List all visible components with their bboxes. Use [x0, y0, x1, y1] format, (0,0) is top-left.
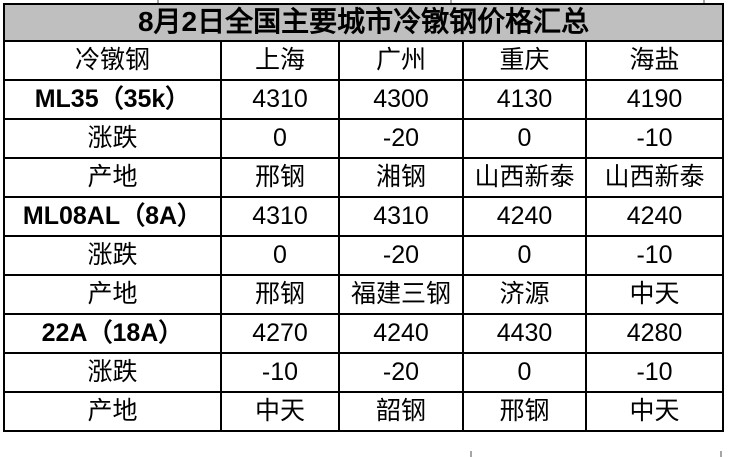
header-product-column: 冷镦钢 — [3, 40, 222, 81]
table-row-ml35-price: ML35（35k） 4310 4300 4130 4190 — [3, 79, 725, 120]
price-cell: 4240 — [584, 196, 725, 237]
price-cell: 4190 — [584, 79, 725, 120]
row-label-cell: 22A（18A） — [3, 313, 222, 354]
price-cell: 4240 — [338, 313, 464, 354]
change-cell: 0 — [220, 118, 340, 159]
gridline-sliver — [450, 0, 452, 3]
table-title: 8月2日全国主要城市冷镦钢价格汇总 — [2, 3, 725, 42]
change-cell: -10 — [584, 352, 725, 393]
row-label-cell: 涨跌 — [3, 118, 222, 159]
change-cell: 0 — [462, 118, 587, 159]
gridline-sliver — [470, 451, 472, 457]
origin-cell: 中天 — [584, 391, 725, 432]
table-row-22a-change: 涨跌 -10 -20 0 -10 — [3, 352, 725, 393]
change-cell: -20 — [338, 235, 464, 276]
header-city-guangzhou: 广州 — [338, 40, 464, 81]
origin-cell: 邢钢 — [220, 274, 340, 315]
table-row-ml08al-price: ML08AL（8A） 4310 4310 4240 4240 — [3, 196, 725, 237]
row-label-cell: ML08AL（8A） — [3, 196, 222, 237]
price-cell: 4240 — [462, 196, 587, 237]
origin-cell: 山西新泰 — [462, 157, 587, 198]
origin-cell: 中天 — [584, 274, 725, 315]
gridline-sliver — [720, 451, 722, 457]
table-row-ml08al-origin: 产地 邢钢 福建三钢 济源 中天 — [3, 274, 725, 315]
price-cell: 4280 — [584, 313, 725, 354]
price-cell: 4310 — [338, 196, 464, 237]
table-row-ml08al-change: 涨跌 0 -20 0 -10 — [3, 235, 725, 276]
row-label-cell: 产地 — [3, 274, 222, 315]
price-cell: 4130 — [462, 79, 587, 120]
price-table: 8月2日全国主要城市冷镦钢价格汇总 冷镦钢 上海 广州 重庆 海盐 ML35（3… — [2, 3, 725, 432]
gridline-sliver — [157, 0, 159, 3]
header-row: 冷镦钢 上海 广州 重庆 海盐 — [3, 40, 725, 81]
row-label-cell: 涨跌 — [3, 235, 222, 276]
origin-cell: 邢钢 — [462, 391, 587, 432]
row-label-cell: ML35（35k） — [3, 79, 222, 120]
row-label-cell: 产地 — [3, 391, 222, 432]
change-cell: -10 — [220, 352, 340, 393]
price-cell: 4430 — [462, 313, 587, 354]
gridline-sliver — [703, 0, 705, 3]
price-cell: 4270 — [220, 313, 340, 354]
change-cell: -10 — [584, 235, 725, 276]
table-row-22a-price: 22A（18A） 4270 4240 4430 4280 — [3, 313, 725, 354]
row-label-cell: 涨跌 — [3, 352, 222, 393]
header-city-haiyan: 海盐 — [584, 40, 725, 81]
origin-cell: 湘钢 — [338, 157, 464, 198]
price-cell: 4310 — [220, 79, 340, 120]
header-city-shanghai: 上海 — [220, 40, 340, 81]
change-cell: -20 — [338, 352, 464, 393]
change-cell: -20 — [338, 118, 464, 159]
change-cell: 0 — [220, 235, 340, 276]
table-row-22a-origin: 产地 中天 韶钢 邢钢 中天 — [3, 391, 725, 432]
title-row: 8月2日全国主要城市冷镦钢价格汇总 — [2, 3, 725, 42]
table-row-ml35-origin: 产地 邢钢 湘钢 山西新泰 山西新泰 — [3, 157, 725, 198]
change-cell: -10 — [584, 118, 725, 159]
price-cell: 4310 — [220, 196, 340, 237]
origin-cell: 山西新泰 — [584, 157, 725, 198]
origin-cell: 福建三钢 — [338, 274, 464, 315]
row-label-cell: 产地 — [3, 157, 222, 198]
origin-cell: 韶钢 — [338, 391, 464, 432]
origin-cell: 济源 — [462, 274, 587, 315]
header-city-chongqing: 重庆 — [462, 40, 587, 81]
change-cell: 0 — [462, 352, 587, 393]
price-cell: 4300 — [338, 79, 464, 120]
table-row-ml35-change: 涨跌 0 -20 0 -10 — [3, 118, 725, 159]
origin-cell: 邢钢 — [220, 157, 340, 198]
origin-cell: 中天 — [220, 391, 340, 432]
change-cell: 0 — [462, 235, 587, 276]
